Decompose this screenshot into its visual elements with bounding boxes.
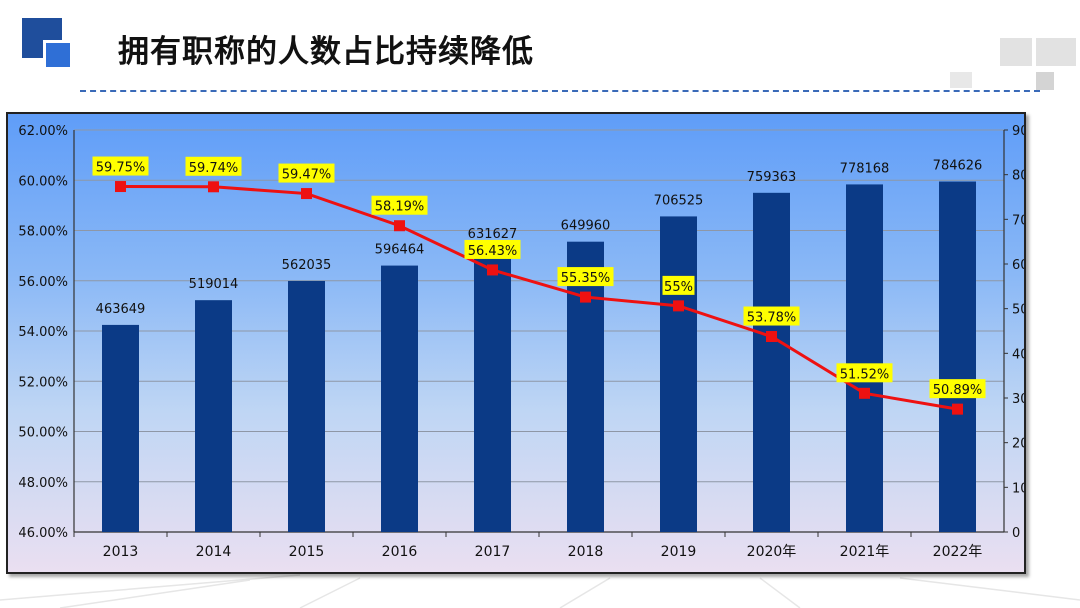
line-value-label: 51.52% [840,367,890,382]
x-axis-tick-label: 2019 [661,544,697,560]
x-axis-tick-label: 2020年 [747,544,797,560]
bar [567,241,604,532]
x-axis-tick-label: 2016 [382,544,418,560]
bar-value-label: 463649 [96,302,146,317]
left-axis-tick-label: 48.00% [18,476,68,491]
bar [102,324,139,532]
bar [195,300,232,532]
line-marker [208,181,219,193]
right-axis-tick-label: 800000 [1012,169,1024,184]
line-value-label: 58.19% [375,200,425,215]
line-marker [859,387,870,399]
title-divider [80,90,1040,92]
right-axis-tick-label: 400000 [1012,347,1024,362]
right-axis-tick-label: 500000 [1012,303,1024,318]
right-axis-tick-label: 100000 [1012,481,1024,496]
x-axis-tick-label: 2013 [103,544,139,560]
bar-value-label: 706525 [654,193,704,208]
line-label-box [929,379,986,399]
line-marker [301,188,312,200]
line-marker [580,291,591,303]
bar [474,249,511,532]
left-axis-tick-label: 60.00% [18,174,68,189]
bar [753,192,790,532]
bar-value-label: 596464 [375,243,425,258]
right-axis-tick-label: 300000 [1012,392,1024,407]
line-label-box [92,156,149,176]
line-value-label: 55.35% [561,271,611,286]
left-axis-tick-label: 46.00% [18,526,68,541]
line-label-box [371,195,428,215]
right-axis-tick-label: 600000 [1012,258,1024,273]
right-axis-tick-label: 700000 [1012,213,1024,228]
line-label-box [185,156,242,176]
left-axis-tick-label: 54.00% [18,325,68,340]
page-title: 拥有职称的人数占比持续降低 [118,34,534,70]
right-axis-tick-label: 0 [1012,526,1020,541]
line-value-label: 53.78% [747,311,797,326]
line-value-label: 56.43% [468,244,518,259]
bar-value-label: 784626 [933,159,983,174]
line-label-box [743,306,800,326]
bar [660,216,697,532]
line-marker [766,331,777,343]
left-axis-tick-label: 62.00% [18,124,68,139]
percentage-line [120,185,958,411]
bar-value-label: 631627 [468,227,518,242]
logo-square-light [43,40,73,70]
x-axis-tick-label: 2022年 [933,544,983,560]
x-axis-tick-label: 2017 [475,544,511,560]
x-axis-tick-label: 2015 [289,544,325,560]
line-label-box [464,239,521,259]
line-label-box [278,163,335,183]
line-marker [952,403,963,415]
x-axis-tick-label: 2014 [196,544,232,560]
bar [846,184,883,532]
line-label-box [557,267,614,287]
bar-value-label: 562035 [282,258,332,273]
line-value-label: 55% [664,280,693,295]
line-marker [487,264,498,276]
left-axis-tick-label: 50.00% [18,426,68,441]
line-value-label: 50.89% [933,383,983,398]
line-value-label: 59.74% [189,161,239,176]
bar-value-label: 519014 [189,277,239,292]
bar-value-label: 649960 [561,219,611,234]
line-label-box [836,363,893,383]
line-marker [673,300,684,312]
left-axis-tick-label: 58.00% [18,225,68,240]
left-axis-tick-label: 52.00% [18,375,68,390]
x-axis-tick-label: 2018 [568,544,604,560]
chart-frame: 46.00% 48.00% 50.00% 52.00% 54.00% 56.00% 58.0… [6,112,1026,574]
line-value-label: 59.47% [282,168,332,183]
line-value-label: 59.75% [96,161,146,176]
bar [939,181,976,532]
line-marker [394,220,405,232]
line-label-box [662,275,695,295]
bar [381,265,418,532]
bar-value-label: 778168 [840,161,890,176]
right-axis-tick-label: 200000 [1012,437,1024,452]
bar-value-label: 759363 [747,170,797,185]
combo-chart: 46.00% 48.00% 50.00% 52.00% 54.00% 56.00% 58.0… [18,124,1024,560]
line-marker [115,181,126,193]
left-axis-tick-label: 56.00% [18,275,68,290]
right-axis-tick-label: 900000 [1012,124,1024,139]
x-axis-tick-label: 2021年 [840,544,890,560]
bar [288,280,325,532]
